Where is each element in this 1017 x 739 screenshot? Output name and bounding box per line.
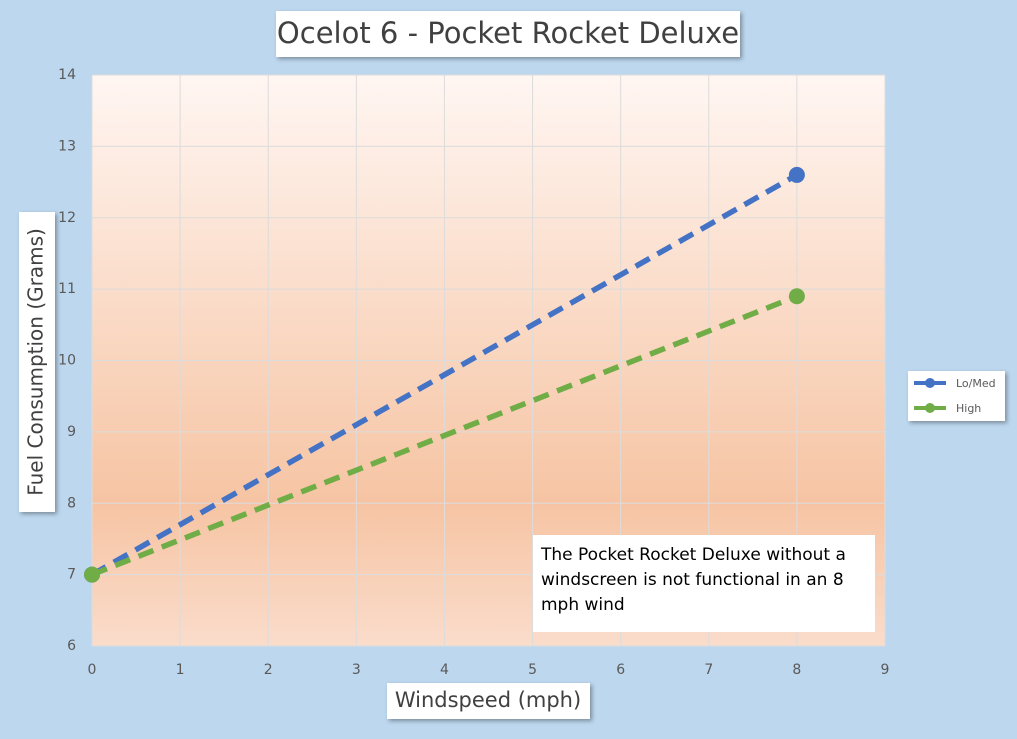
x-tick-label: 9: [881, 662, 890, 678]
x-tick-label: 2: [264, 662, 273, 678]
y-tick-label: 8: [67, 495, 76, 511]
x-tick-label: 3: [352, 662, 361, 678]
x-tick-label: 1: [176, 662, 185, 678]
y-tick-label: 14: [58, 67, 76, 83]
y-label-bg: [19, 212, 55, 512]
legend-label: Lo/Med: [956, 377, 996, 390]
x-tick-label: 4: [440, 662, 449, 678]
title-box: Ocelot 6 - Pocket Rocket Deluxe: [276, 11, 740, 57]
y-tick-label: 9: [67, 424, 76, 440]
data-line: [90, 293, 798, 578]
y-tick-label: 7: [67, 567, 76, 583]
y-tick-label: 10: [58, 353, 76, 369]
y-tick-label: 12: [58, 210, 76, 226]
data-point: [788, 166, 805, 183]
y-axis-label: Fuel Consumption (Grams): [24, 228, 48, 496]
x-label-bg: [387, 683, 590, 719]
y-tick-label: 11: [58, 281, 76, 297]
legend-bg: [908, 371, 1005, 421]
chart-title: Ocelot 6 - Pocket Rocket Deluxe: [277, 16, 739, 50]
data-line: [90, 172, 799, 578]
data-point: [788, 288, 805, 305]
x-axis-label: Windspeed (mph): [395, 688, 581, 712]
x-tick-label: 6: [616, 662, 625, 678]
y-tick-label: 6: [67, 638, 76, 654]
x-tick-label: 5: [528, 662, 537, 678]
legend-label: High: [956, 402, 981, 415]
x-tick-label: 7: [704, 662, 713, 678]
legend-marker: [925, 403, 935, 413]
x-tick-label: 8: [792, 662, 801, 678]
x-tick-label: 0: [88, 662, 97, 678]
annotation: The Pocket Rocket Deluxe without a winds…: [533, 535, 875, 632]
legend-marker: [925, 378, 935, 388]
y-tick-label: 13: [58, 138, 76, 154]
data-point: [84, 566, 100, 583]
title-bg: [276, 11, 740, 57]
